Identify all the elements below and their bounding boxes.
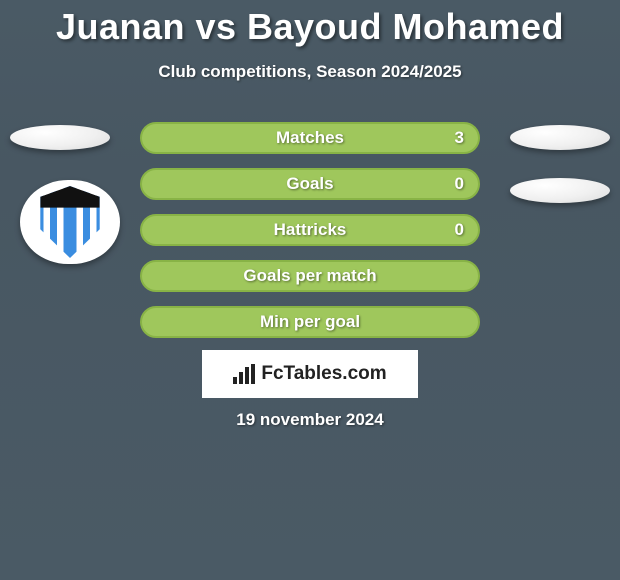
stat-label: Matches <box>276 128 344 148</box>
stat-row-hattricks: Hattricks 0 <box>140 214 480 246</box>
stat-value: 0 <box>455 174 464 194</box>
stat-label: Hattricks <box>274 220 347 240</box>
crest-top-icon <box>37 186 103 208</box>
brand-text: FcTables.com <box>261 363 386 385</box>
player-avatar-right-2 <box>510 178 610 203</box>
stat-label: Goals per match <box>243 266 376 286</box>
player-avatar-left <box>10 125 110 150</box>
bar-chart-icon <box>233 364 255 384</box>
stat-value: 3 <box>455 128 464 148</box>
stat-value: 0 <box>455 220 464 240</box>
stats-panel: Matches 3 Goals 0 Hattricks 0 Goals per … <box>140 122 480 352</box>
page-subtitle: Club competitions, Season 2024/2025 <box>0 62 620 82</box>
date-label: 19 november 2024 <box>0 410 620 430</box>
brand-badge[interactable]: FcTables.com <box>202 350 418 398</box>
stat-row-goals: Goals 0 <box>140 168 480 200</box>
crest-shield-icon <box>37 186 103 258</box>
stat-label: Goals <box>286 174 333 194</box>
player-avatar-right-1 <box>510 125 610 150</box>
page-title: Juanan vs Bayoud Mohamed <box>0 0 620 48</box>
stat-row-matches: Matches 3 <box>140 122 480 154</box>
stat-row-min-per-goal: Min per goal <box>140 306 480 338</box>
stat-row-goals-per-match: Goals per match <box>140 260 480 292</box>
club-crest <box>20 180 120 264</box>
stat-label: Min per goal <box>260 312 360 332</box>
